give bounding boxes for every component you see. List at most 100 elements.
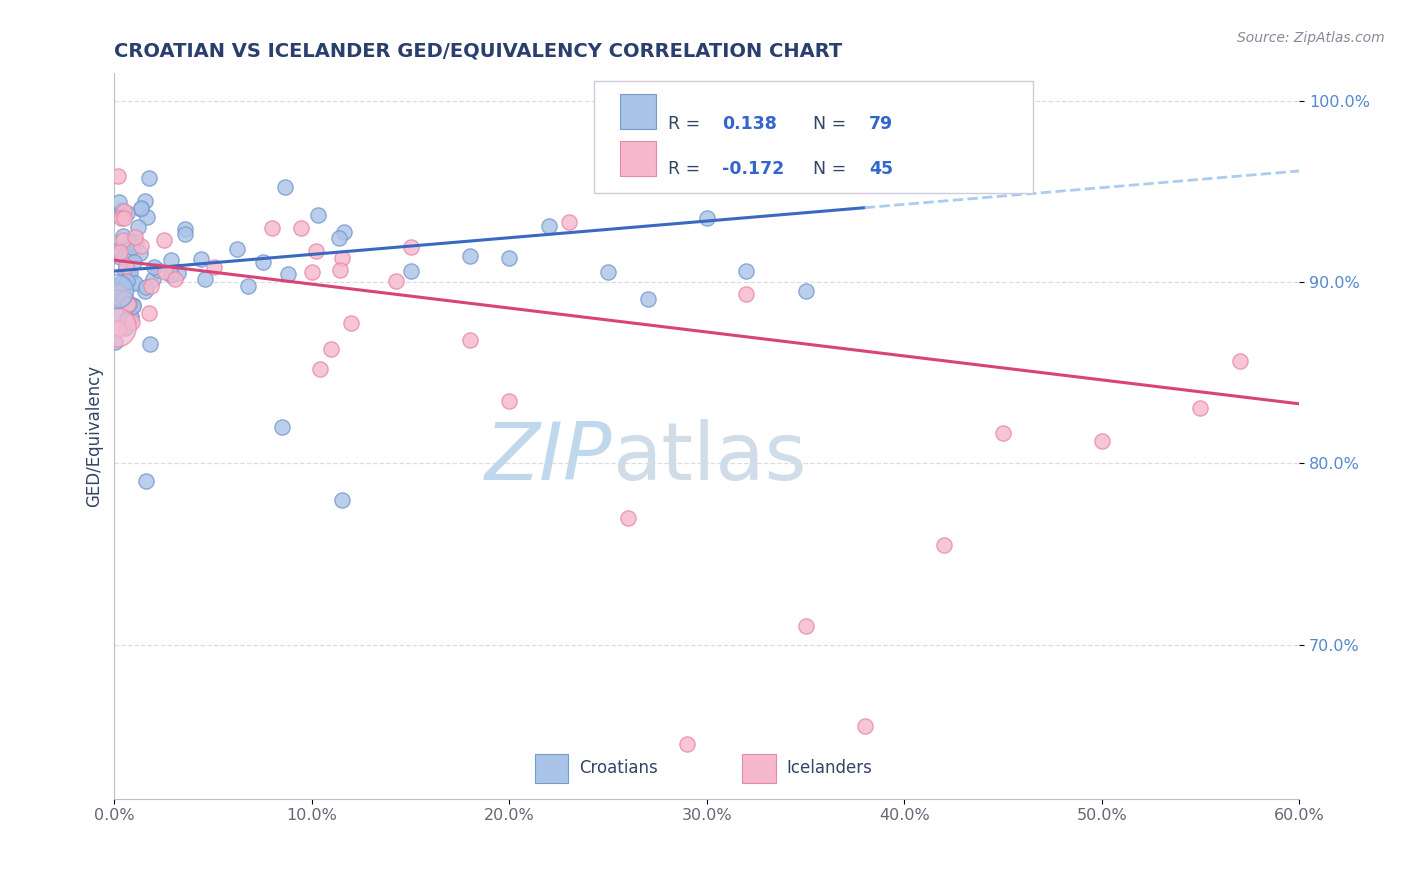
Point <box>108 245 131 260</box>
Point <box>129 201 152 215</box>
Point <box>107 287 129 301</box>
Point <box>153 265 176 279</box>
Point <box>252 254 274 268</box>
Bar <box>536 754 568 783</box>
Point <box>112 233 135 247</box>
Point <box>143 260 166 274</box>
Text: N =: N = <box>814 115 852 133</box>
Point <box>108 242 131 256</box>
Point <box>277 267 299 281</box>
Text: R =: R = <box>668 160 706 178</box>
Point <box>236 278 259 293</box>
Point <box>111 282 134 296</box>
Point <box>111 203 134 218</box>
Point <box>330 492 353 507</box>
Point <box>340 316 363 330</box>
Point <box>125 236 148 251</box>
Point <box>262 220 284 235</box>
Point <box>190 252 212 266</box>
Point <box>134 194 156 208</box>
Point <box>118 266 141 280</box>
Point <box>135 475 157 489</box>
Point <box>853 719 876 733</box>
Point <box>1091 434 1114 448</box>
Point <box>112 203 135 218</box>
Point <box>301 265 323 279</box>
Point <box>136 210 159 224</box>
Text: 79: 79 <box>869 115 893 133</box>
Point <box>596 265 619 279</box>
Text: 45: 45 <box>869 160 893 178</box>
Point <box>105 206 128 220</box>
Point <box>108 251 131 265</box>
Point <box>274 180 297 194</box>
Point <box>174 222 197 236</box>
Point <box>329 263 352 277</box>
Y-axis label: GED/Equivalency: GED/Equivalency <box>86 365 103 508</box>
Point <box>107 321 129 335</box>
Point <box>141 279 163 293</box>
Point <box>537 219 560 233</box>
Point <box>1229 354 1251 368</box>
Point <box>117 251 139 265</box>
Point <box>121 315 143 329</box>
Point <box>105 278 128 293</box>
Point <box>146 262 169 277</box>
Point <box>114 248 136 262</box>
Point <box>112 211 135 225</box>
Point <box>932 538 955 552</box>
Point <box>122 299 145 313</box>
Point <box>159 253 181 268</box>
Text: 0.138: 0.138 <box>723 115 778 133</box>
Point <box>114 263 136 277</box>
Point <box>139 337 162 351</box>
Point <box>458 333 481 347</box>
Point <box>121 240 143 254</box>
Point <box>124 276 146 290</box>
Point <box>110 247 132 261</box>
Point <box>124 230 146 244</box>
Point <box>120 235 142 250</box>
Point <box>319 342 342 356</box>
Point <box>637 292 659 306</box>
Point <box>498 252 520 266</box>
Point <box>120 310 142 324</box>
Point <box>696 211 718 225</box>
Point <box>153 233 176 247</box>
Point <box>120 310 142 325</box>
Point <box>330 251 353 265</box>
Point <box>118 244 141 258</box>
Point <box>115 206 138 220</box>
Point <box>557 215 579 229</box>
Text: R =: R = <box>668 115 706 133</box>
FancyBboxPatch shape <box>595 80 1032 193</box>
Point <box>104 334 127 349</box>
Text: Icelanders: Icelanders <box>786 759 872 777</box>
Point <box>138 171 160 186</box>
Text: N =: N = <box>814 160 852 178</box>
Point <box>307 208 329 222</box>
Point <box>115 312 138 326</box>
Point <box>108 285 131 300</box>
Point <box>174 227 197 241</box>
Point <box>163 272 186 286</box>
Point <box>105 306 128 320</box>
Point <box>131 202 153 216</box>
Point <box>332 225 354 239</box>
Point <box>794 284 817 298</box>
Point <box>399 240 422 254</box>
Point <box>794 619 817 633</box>
Bar <box>620 141 655 176</box>
Point <box>166 267 188 281</box>
Bar <box>742 754 776 783</box>
Point <box>121 298 143 312</box>
Point <box>142 272 165 286</box>
Point <box>111 276 134 290</box>
Text: ZIP: ZIP <box>485 419 612 497</box>
Point <box>112 291 135 305</box>
Point <box>118 234 141 248</box>
Point <box>399 263 422 277</box>
Point <box>328 230 350 244</box>
Point <box>676 737 699 751</box>
Point <box>735 264 758 278</box>
